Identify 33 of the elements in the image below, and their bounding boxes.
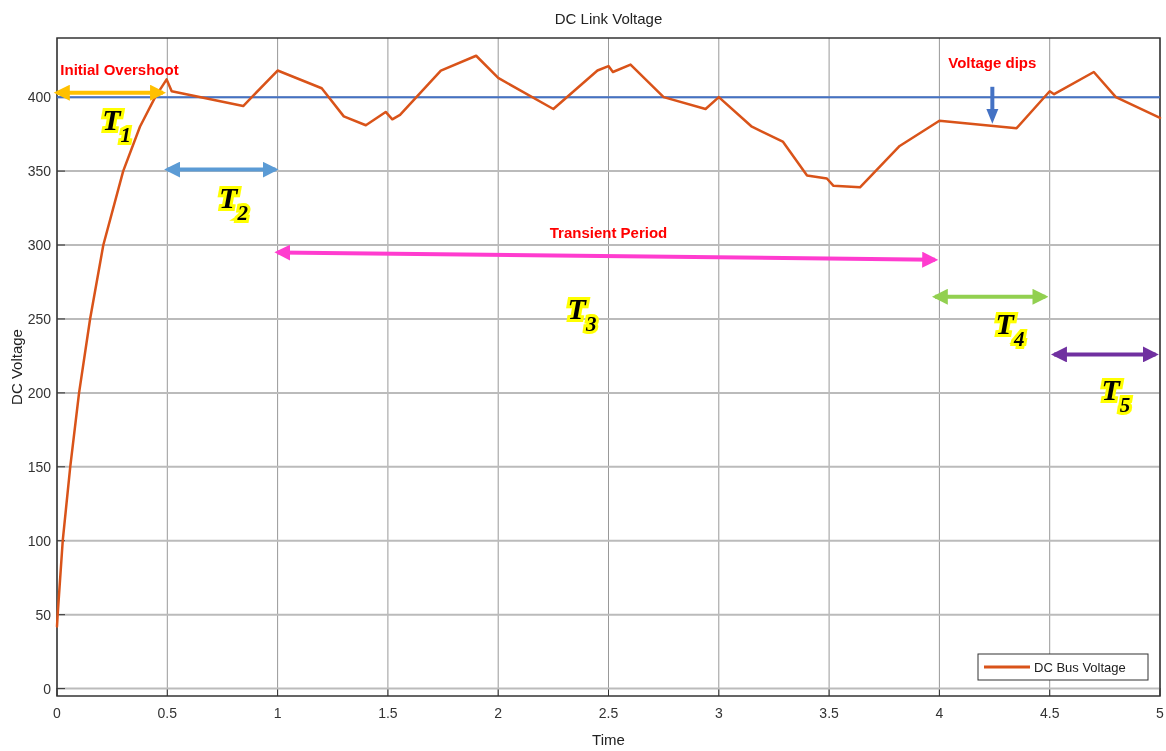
x-tick-label: 1 — [273, 705, 282, 721]
y-tick-label: 0 — [43, 680, 52, 697]
y-tick-label: 200 — [27, 384, 52, 401]
annotation: T$_{2}$ — [219, 181, 249, 226]
y-tick-label: 350 — [27, 163, 52, 180]
x-tick-label: 4 — [935, 705, 944, 721]
x-tick-label: 3 — [714, 705, 723, 721]
annotation: Voltage dips — [948, 53, 1037, 71]
annotation: Initial Overshoot — [60, 60, 179, 78]
y-axis-title: DC Voltage — [8, 329, 25, 405]
x-tick-label: 3.5 — [819, 705, 840, 721]
annotation: T$_{1}$ — [102, 102, 131, 147]
x-tick-label: 1.5 — [378, 705, 398, 721]
annotation: T$_{5}$ — [1101, 373, 1131, 418]
x-tick-label: 2.5 — [598, 705, 619, 721]
x-tick-label: 4.5 — [1039, 705, 1060, 721]
x-tick-label: 5 — [1156, 705, 1165, 721]
y-tick-label: 100 — [27, 532, 52, 549]
annotation: Transient Period — [549, 223, 668, 241]
annotation: T$_{3}$ — [567, 291, 597, 336]
y-tick-label: 400 — [27, 89, 52, 106]
y-tick-label: 150 — [27, 458, 52, 475]
x-axis-title: Time — [592, 731, 625, 748]
x-tick-label: 0 — [53, 705, 62, 721]
chart-title: DC Link Voltage — [554, 10, 663, 27]
line-series — [55, 54, 1162, 628]
legend-label: DC Bus Voltage — [1034, 660, 1126, 675]
y-tick-label: 250 — [27, 310, 52, 327]
annotation: T$_{4}$ — [995, 306, 1025, 351]
y-tick-label: 50 — [35, 606, 52, 623]
y-tick-label: 300 — [27, 237, 52, 254]
x-tick-label: 2 — [494, 705, 503, 721]
x-tick-label: 0.5 — [157, 705, 178, 721]
